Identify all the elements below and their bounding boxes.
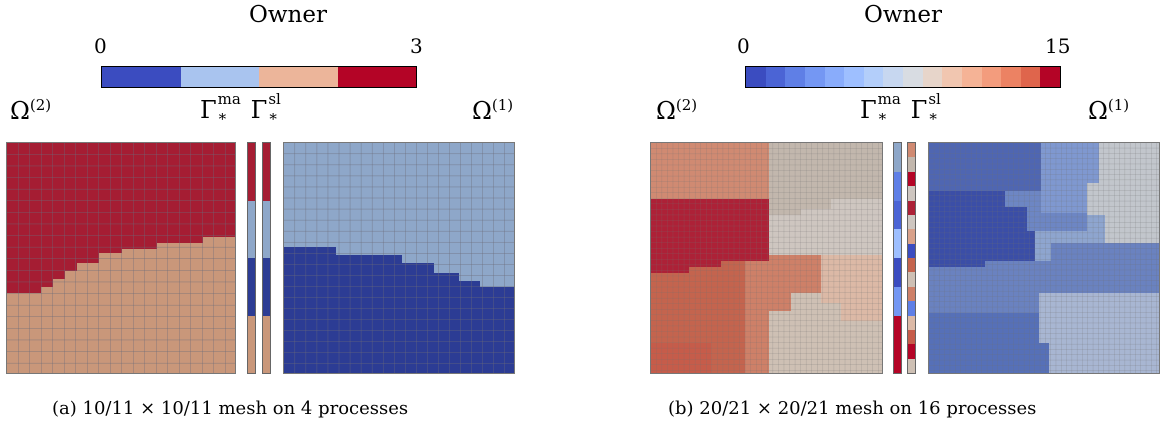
- colorbar-segment: [1020, 67, 1041, 87]
- colorbar-segment: [1040, 67, 1060, 87]
- omega-1-mesh: [283, 142, 515, 374]
- colorbar-segment: [824, 67, 845, 87]
- gamma-sl-strip: [907, 142, 916, 374]
- colorbar-segment: [922, 67, 943, 87]
- colorbar-segment: [785, 67, 805, 87]
- colorbar-segment: [259, 67, 338, 87]
- gamma-ma-strip: [893, 142, 902, 374]
- colorbar-segment: [942, 67, 962, 87]
- colorbar-segment: [961, 67, 982, 87]
- colorbar-title: Owner: [249, 2, 327, 28]
- omega-1-label: Ω(1): [1088, 96, 1130, 125]
- colorbar-segment: [804, 67, 825, 87]
- gamma-sl-strip: [262, 142, 271, 374]
- colorbar: [745, 66, 1061, 88]
- colorbar-segment: [746, 67, 766, 87]
- colorbar-segment: [1001, 67, 1021, 87]
- colorbar-max-label: 3: [410, 34, 423, 58]
- colorbar-segment: [863, 67, 884, 87]
- omega-2-mesh: [6, 142, 236, 374]
- omega-2-label: Ω(2): [656, 96, 698, 125]
- colorbar-segment: [180, 67, 259, 87]
- caption-b: (b) 20/21 × 20/21 mesh on 16 processes: [668, 398, 1037, 419]
- colorbar-segment: [765, 67, 786, 87]
- colorbar-segment: [981, 67, 1002, 87]
- colorbar-title: Owner: [864, 2, 942, 28]
- colorbar-min-label: 0: [94, 34, 107, 58]
- colorbar-segment: [102, 67, 181, 87]
- colorbar-segment: [903, 67, 923, 87]
- omega-2-label: Ω(2): [10, 96, 52, 125]
- omega-2-mesh: [650, 142, 883, 374]
- colorbar-segment: [337, 67, 416, 87]
- colorbar-max-label: 15: [1045, 34, 1071, 58]
- colorbar-segment: [883, 67, 903, 87]
- colorbar-min-label: 0: [737, 34, 750, 58]
- gamma-ma-strip: [247, 142, 256, 374]
- caption-a: (a) 10/11 × 10/11 mesh on 4 processes: [52, 398, 409, 419]
- omega-1-label: Ω(1): [472, 96, 514, 125]
- omega-1-mesh: [928, 142, 1160, 374]
- colorbar-segment: [844, 67, 864, 87]
- colorbar: [101, 66, 417, 88]
